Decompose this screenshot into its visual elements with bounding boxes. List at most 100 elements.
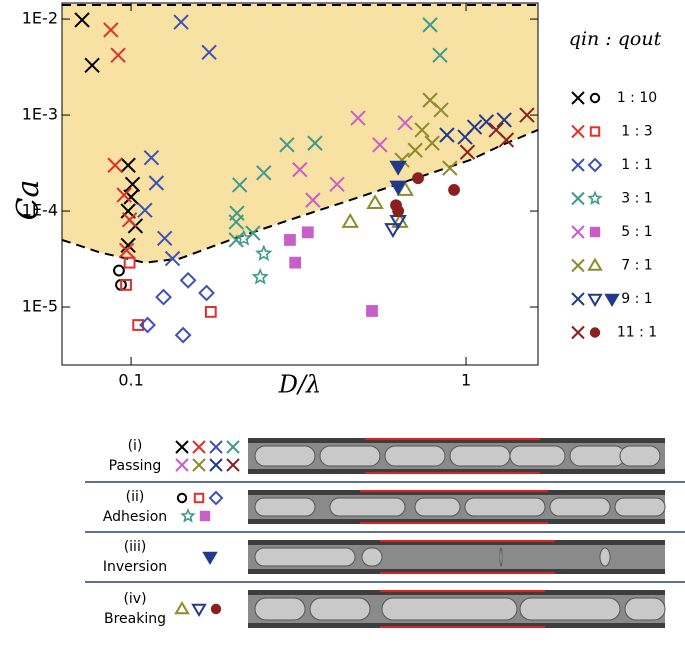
point-cross xyxy=(107,157,123,173)
point-cross xyxy=(498,132,515,148)
point-diamond xyxy=(139,316,156,334)
droplet xyxy=(319,445,381,467)
droplet xyxy=(254,597,306,621)
panel-name: Passing xyxy=(109,458,162,474)
x-tick-label: 1 xyxy=(461,371,471,390)
point-cross xyxy=(121,212,138,228)
droplet xyxy=(509,445,566,467)
point-cross xyxy=(350,110,366,126)
point-cross xyxy=(192,458,206,472)
legend-label: 11 : 1 xyxy=(617,325,657,341)
legend-label: 1 : 1 xyxy=(621,157,652,173)
point-cross xyxy=(478,114,495,130)
legend-label: 5 : 1 xyxy=(621,224,652,240)
panel-label: (iii) xyxy=(124,539,147,555)
droplet xyxy=(519,597,621,621)
point-diamond xyxy=(174,326,192,344)
legend-label: 9 : 1 xyxy=(621,291,652,307)
point-cross xyxy=(442,160,458,176)
panel-label: (i) xyxy=(128,438,143,454)
droplet xyxy=(619,445,661,467)
point-cross xyxy=(209,458,223,472)
point-cross xyxy=(173,14,189,30)
point-square xyxy=(366,305,378,317)
point-triangle-down xyxy=(191,603,207,617)
droplet xyxy=(614,497,666,517)
point-cross xyxy=(175,458,189,472)
point-cross xyxy=(120,157,136,173)
point-cross xyxy=(137,202,153,218)
point-cross xyxy=(124,176,141,192)
droplet xyxy=(254,497,316,517)
point-cross xyxy=(422,17,438,33)
point-cross xyxy=(466,119,483,135)
point-triangle-down xyxy=(389,160,407,176)
point-cross xyxy=(459,144,476,160)
point-cross xyxy=(143,149,160,166)
droplet xyxy=(309,597,371,621)
point-diamond xyxy=(587,157,603,173)
point-diamond xyxy=(208,490,224,506)
plot-area xyxy=(62,3,538,344)
point-cross xyxy=(226,458,240,472)
point-cross xyxy=(192,440,206,454)
point-cross xyxy=(110,47,126,63)
point-triangle-down xyxy=(587,293,603,307)
droplet xyxy=(381,597,518,621)
point-cross xyxy=(307,135,323,151)
point-star xyxy=(235,229,253,246)
point-cross xyxy=(228,214,244,230)
point-cross xyxy=(571,124,585,139)
point-cross xyxy=(414,122,430,138)
point-triangle xyxy=(174,601,190,615)
point-circle xyxy=(176,492,188,504)
point-cross xyxy=(175,440,189,454)
point-triangle xyxy=(391,212,409,228)
point-cross xyxy=(571,292,585,306)
panel-name: Adhesion xyxy=(103,509,167,525)
point-circle xyxy=(210,603,222,615)
point-cross xyxy=(231,177,248,193)
point-cross xyxy=(407,142,423,158)
point-cross xyxy=(226,440,240,454)
point-cross xyxy=(305,192,321,208)
droplet xyxy=(329,497,406,517)
point-diamond xyxy=(179,271,197,289)
point-triangle-down xyxy=(202,551,218,565)
point-cross xyxy=(164,250,181,267)
legend-label: 3 : 1 xyxy=(621,191,652,207)
panel-name: Breaking xyxy=(104,611,166,627)
point-square xyxy=(289,256,302,269)
point-cross xyxy=(292,161,308,178)
point-cross xyxy=(571,325,585,340)
point-star xyxy=(251,267,269,285)
point-square xyxy=(132,319,145,331)
point-cross xyxy=(209,440,223,454)
droplet xyxy=(549,497,611,517)
droplet xyxy=(384,445,446,467)
point-square xyxy=(199,510,211,522)
y-tick-label: 1E-4 xyxy=(22,201,58,220)
point-triangle xyxy=(587,257,603,271)
point-cross xyxy=(496,112,512,128)
point-star xyxy=(180,507,196,523)
point-triangle-down xyxy=(604,293,620,307)
point-square xyxy=(193,492,205,504)
point-triangle xyxy=(341,212,359,228)
point-square xyxy=(589,226,601,238)
point-square xyxy=(204,305,217,318)
point-cross xyxy=(424,135,440,151)
droplet xyxy=(624,597,666,621)
point-cross xyxy=(103,22,119,38)
droplet xyxy=(361,547,383,567)
plot-frame xyxy=(61,2,539,366)
point-cross xyxy=(519,107,535,123)
legend-title: qin : qout xyxy=(569,28,662,50)
point-cross xyxy=(397,115,413,131)
point-cross xyxy=(372,137,388,153)
point-diamond xyxy=(198,284,215,302)
point-cross xyxy=(432,47,448,63)
point-cross xyxy=(329,176,345,192)
point-circle xyxy=(589,92,601,104)
point-cross xyxy=(571,191,585,206)
